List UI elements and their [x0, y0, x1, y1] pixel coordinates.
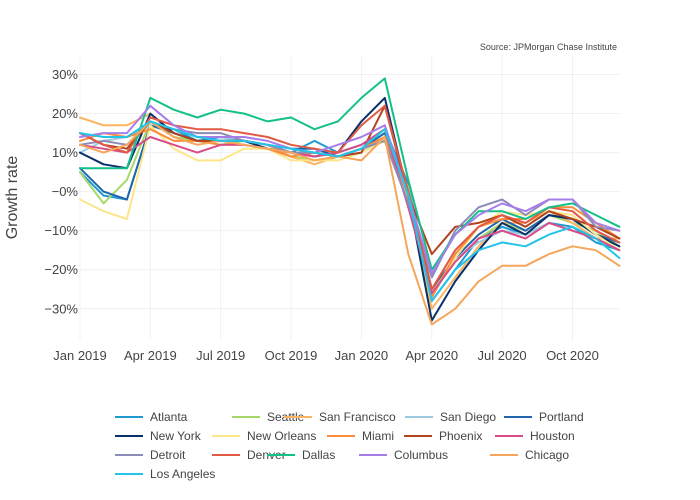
legend-label: Houston	[530, 429, 575, 443]
legend-item-san-diego[interactable]: San Diego	[405, 410, 496, 424]
legend-item-columbus[interactable]: Columbus	[359, 448, 448, 462]
y-axis-ticks: 30% 20% 10% −0% −10% −20% −30%	[44, 67, 78, 316]
legend-label: Denver	[247, 448, 286, 462]
legend-item-houston[interactable]: Houston	[495, 429, 575, 443]
series-line-new-orleans	[79, 124, 621, 295]
legend-label: Miami	[362, 429, 394, 443]
series-line-san-diego	[79, 124, 621, 299]
legend-item-detroit[interactable]: Detroit	[115, 448, 186, 462]
x-tick-label: Oct 2020	[546, 348, 599, 363]
x-tick-label: Jul 2020	[478, 348, 527, 363]
legend-item-portland[interactable]: Portland	[504, 410, 584, 424]
legend-item-denver[interactable]: Denver	[212, 448, 286, 462]
legend-item-miami[interactable]: Miami	[327, 429, 394, 443]
legend-item-new-orleans[interactable]: New Orleans	[212, 429, 316, 443]
legend-label: New York	[150, 429, 202, 443]
series-line-dallas	[79, 77, 621, 271]
legend-label: Portland	[539, 410, 584, 424]
y-tick-label: −30%	[44, 301, 78, 316]
legend-label: San Francisco	[319, 410, 396, 424]
legend-item-new-york[interactable]: New York	[115, 429, 202, 443]
legend-item-phoenix[interactable]: Phoenix	[404, 429, 482, 443]
series-line-columbus	[79, 104, 621, 275]
x-tick-label: Jan 2019	[53, 348, 107, 363]
y-axis-label: Growth rate	[4, 156, 21, 240]
x-tick-label: Jul 2019	[196, 348, 245, 363]
series-line-new-york	[79, 96, 621, 322]
series-line-phoenix	[79, 104, 621, 256]
x-tick-label: Jan 2020	[335, 348, 389, 363]
y-tick-label: 30%	[52, 67, 78, 82]
x-tick-label: Apr 2020	[405, 348, 458, 363]
y-tick-label: 10%	[52, 145, 78, 160]
legend-label: Columbus	[394, 448, 448, 462]
legend-item-chicago[interactable]: Chicago	[490, 448, 569, 462]
legend-label: Los Angeles	[150, 467, 215, 481]
legend-label: Chicago	[525, 448, 569, 462]
series-line-houston	[79, 128, 621, 295]
series-line-denver	[79, 104, 621, 291]
legend-item-los-angeles[interactable]: Los Angeles	[115, 467, 215, 481]
legend-item-atlanta[interactable]: Atlanta	[115, 410, 188, 424]
series-lines	[79, 77, 621, 326]
legend[interactable]: Atlanta Seattle San Francisco San Diego Port…	[115, 410, 584, 481]
y-tick-label: −10%	[44, 223, 78, 238]
legend-label: Atlanta	[150, 410, 188, 424]
legend-label: Dallas	[302, 448, 335, 462]
source-note: Source: JPMorgan Chase Institute	[480, 42, 617, 52]
legend-label: New Orleans	[247, 429, 316, 443]
legend-label: Detroit	[150, 448, 186, 462]
series-line-chicago	[79, 120, 621, 326]
y-tick-label: 20%	[52, 106, 78, 121]
legend-label: San Diego	[440, 410, 496, 424]
y-tick-label: −0%	[52, 184, 79, 199]
legend-item-dallas[interactable]: Dallas	[267, 448, 335, 462]
x-axis-ticks: Jan 2019 Apr 2019 Jul 2019 Oct 2019 Jan 2020…	[53, 348, 599, 363]
series-line-detroit	[79, 120, 621, 279]
y-tick-label: −20%	[44, 262, 78, 277]
x-tick-label: Apr 2019	[124, 348, 177, 363]
series-line-san-francisco	[79, 112, 621, 310]
legend-item-san-francisco[interactable]: San Francisco	[284, 410, 396, 424]
x-tick-label: Oct 2019	[265, 348, 318, 363]
series-line-los-angeles	[79, 120, 621, 302]
grid-lines	[52, 55, 620, 340]
legend-label: Phoenix	[439, 429, 482, 443]
